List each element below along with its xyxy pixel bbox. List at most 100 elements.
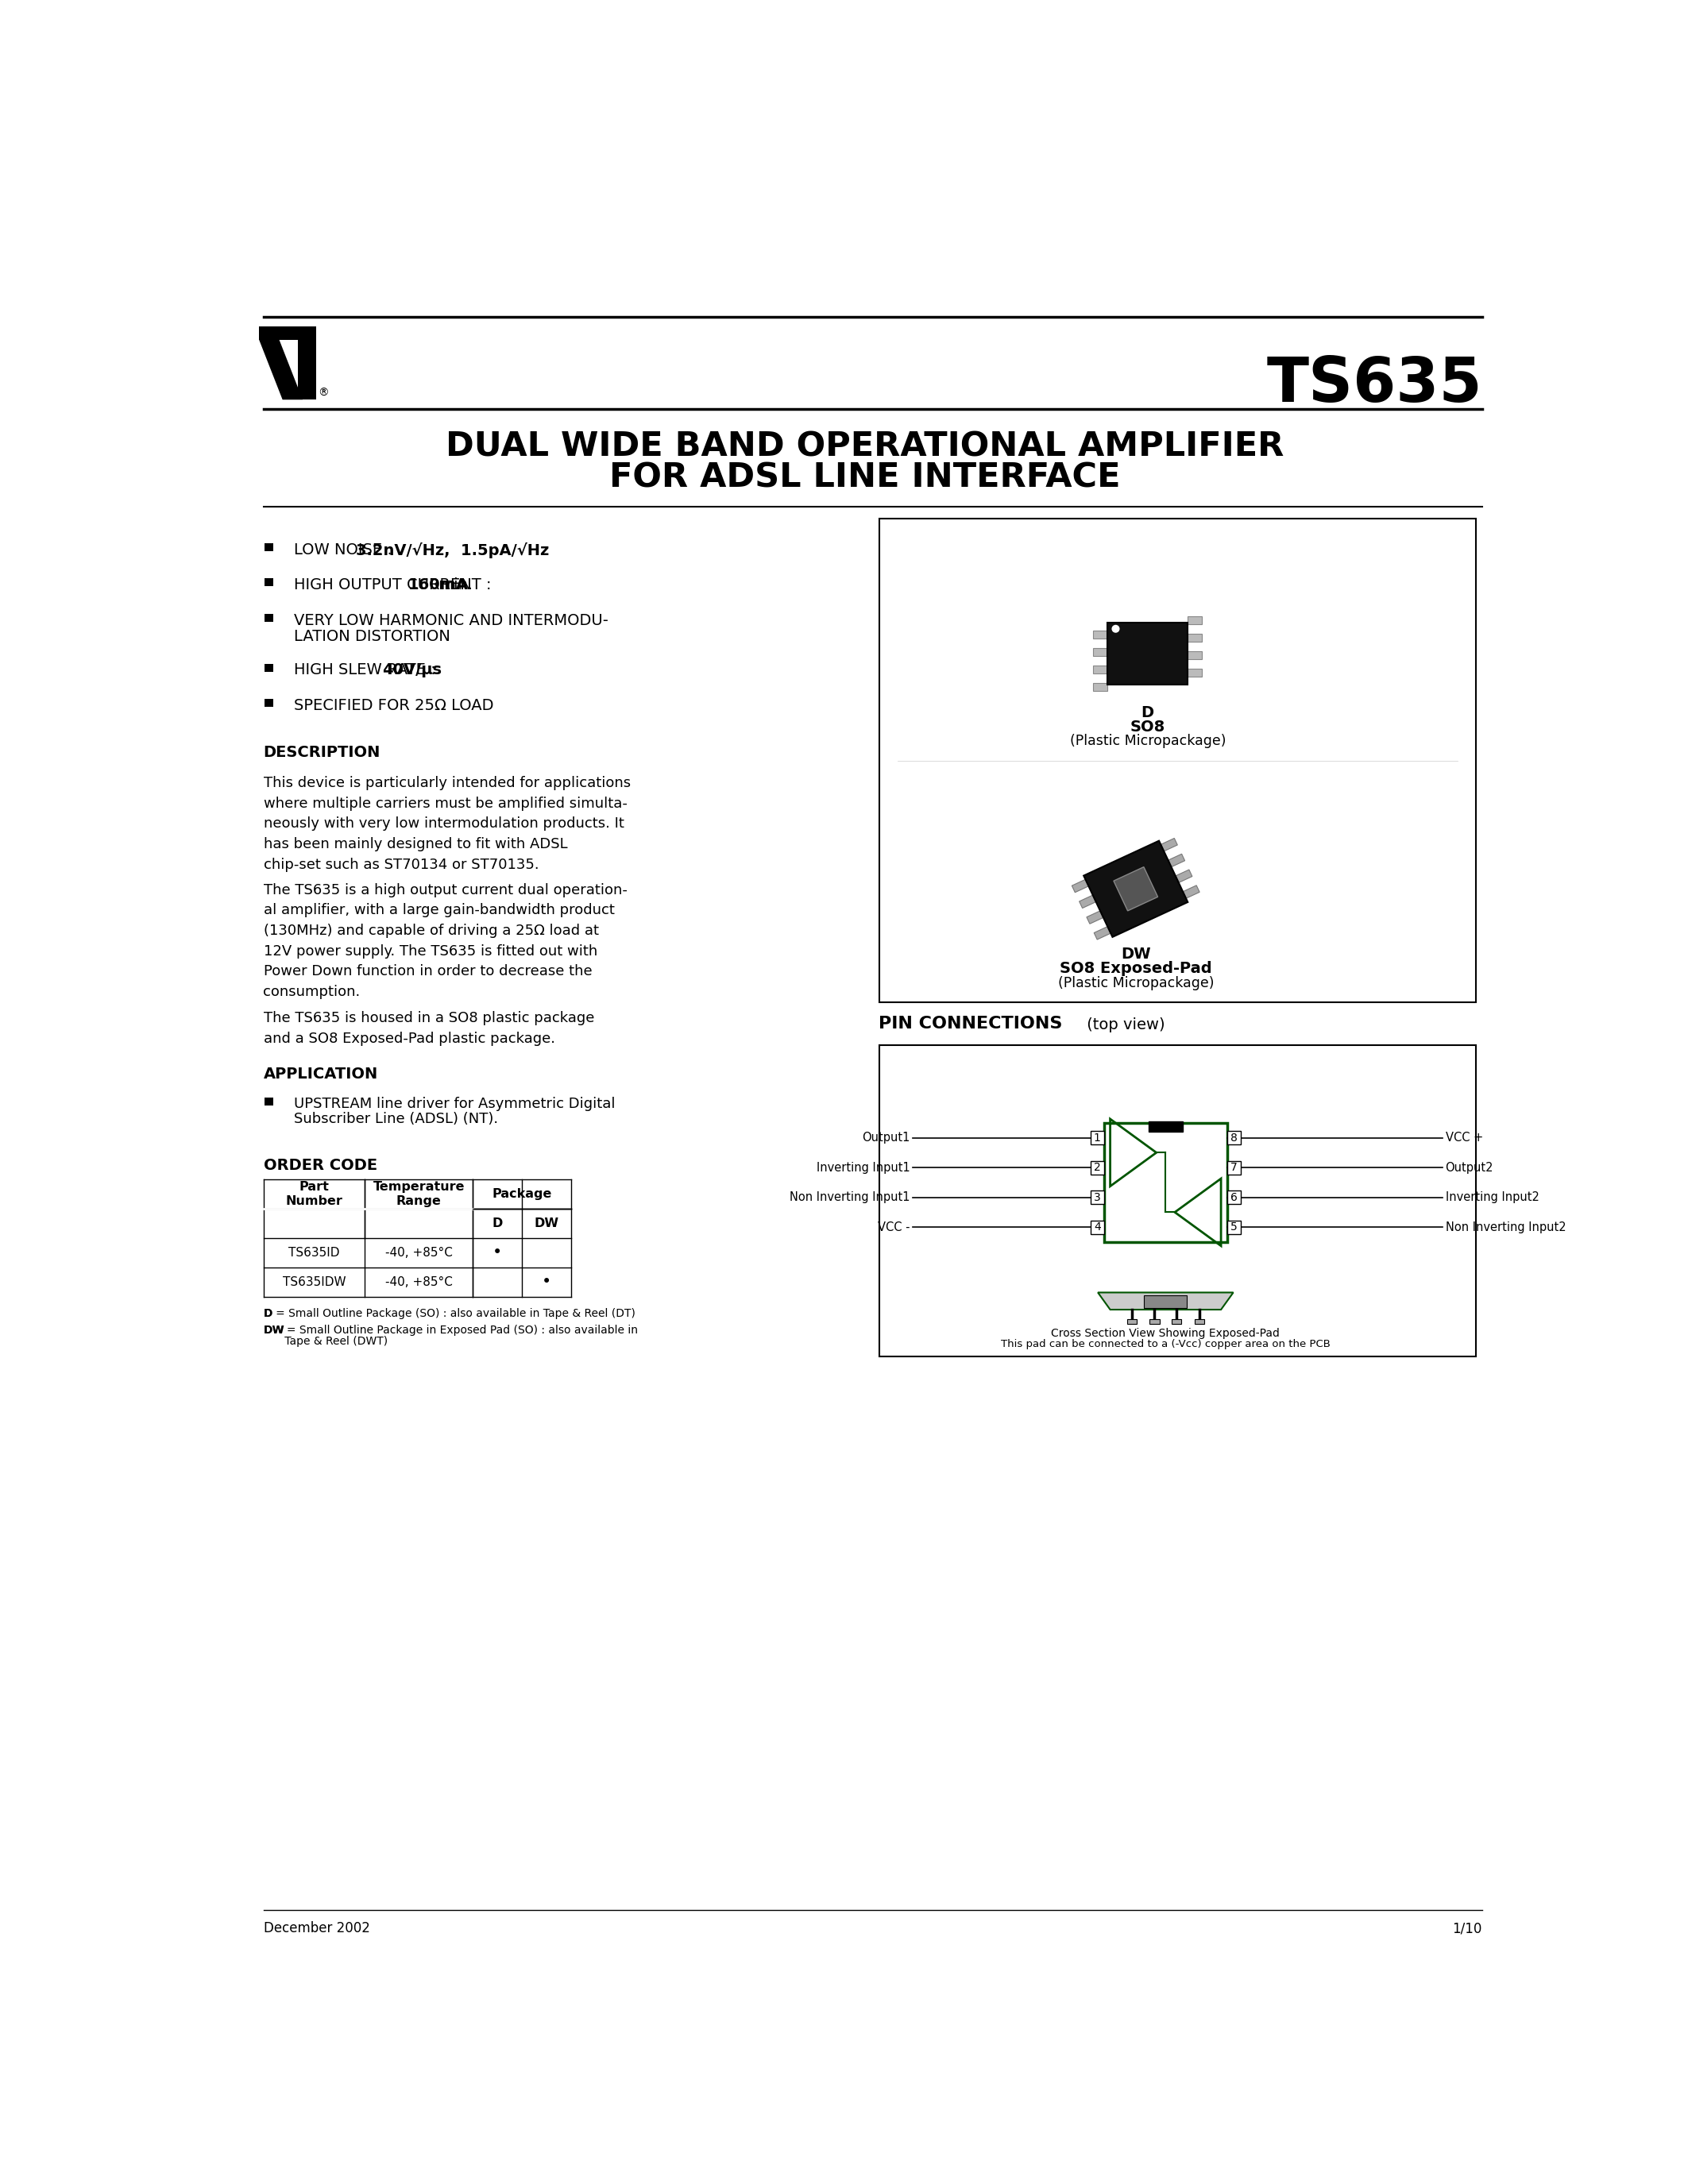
Bar <box>1144 1295 1187 1308</box>
Text: Inverting Input2: Inverting Input2 <box>1445 1190 1539 1203</box>
Text: ORDER CODE: ORDER CODE <box>263 1158 376 1173</box>
Bar <box>1090 1221 1104 1234</box>
Text: 3.2nV/√Hz,  1.5pA/√Hz: 3.2nV/√Hz, 1.5pA/√Hz <box>356 542 549 559</box>
Bar <box>1094 649 1107 655</box>
Text: Subscriber Line (ADSL) (NT).: Subscriber Line (ADSL) (NT). <box>294 1112 498 1125</box>
Polygon shape <box>1183 885 1200 898</box>
Text: Output2: Output2 <box>1445 1162 1494 1173</box>
Text: LATION DISTORTION: LATION DISTORTION <box>294 629 451 644</box>
Polygon shape <box>1161 839 1178 852</box>
Bar <box>1094 666 1107 673</box>
Text: Inverting Input1: Inverting Input1 <box>817 1162 910 1173</box>
Text: min.: min. <box>434 577 473 592</box>
Text: Tape & Reel (DWT): Tape & Reel (DWT) <box>263 1337 387 1348</box>
Bar <box>879 520 1475 1002</box>
Bar <box>265 1099 273 1105</box>
Bar <box>299 341 316 400</box>
Text: D: D <box>1141 705 1155 721</box>
Text: 160mA: 160mA <box>408 577 468 592</box>
Text: DESCRIPTION: DESCRIPTION <box>263 745 380 760</box>
Text: (top view): (top view) <box>1082 1018 1165 1033</box>
Text: DW = Small Outline Package in Exposed Pad (SO) : also available in: DW = Small Outline Package in Exposed Pa… <box>263 1326 638 1337</box>
Text: D = Small Outline Package (SO) : also available in Tape & Reel (DT): D = Small Outline Package (SO) : also av… <box>263 1308 635 1319</box>
Polygon shape <box>1094 926 1111 939</box>
Text: 7: 7 <box>1231 1162 1237 1173</box>
Text: Package: Package <box>491 1188 552 1199</box>
Polygon shape <box>1079 895 1096 909</box>
Text: TS635IDW: TS635IDW <box>282 1275 346 1289</box>
Text: FOR ADSL LINE INTERFACE: FOR ADSL LINE INTERFACE <box>609 461 1121 494</box>
Bar <box>258 325 316 341</box>
Text: This device is particularly intended for applications
where multiple carriers mu: This device is particularly intended for… <box>263 775 630 871</box>
Text: TS635: TS635 <box>1266 354 1482 415</box>
Bar <box>1094 631 1107 638</box>
Text: Temperature
Range: Temperature Range <box>373 1182 464 1208</box>
Bar <box>1094 684 1107 690</box>
Text: 40V/μs: 40V/μs <box>381 662 442 677</box>
Text: Non Inverting Input1: Non Inverting Input1 <box>790 1190 910 1203</box>
Text: 8: 8 <box>1231 1131 1237 1142</box>
Text: (Plastic Micropackage): (Plastic Micropackage) <box>1058 976 1214 989</box>
Text: Cross Section View Showing Exposed-Pad: Cross Section View Showing Exposed-Pad <box>1052 1328 1280 1339</box>
Text: 5: 5 <box>1231 1221 1237 1232</box>
Text: 3: 3 <box>1094 1192 1101 1203</box>
Bar <box>265 664 273 670</box>
Bar <box>1090 1160 1104 1175</box>
Polygon shape <box>1168 854 1185 867</box>
Bar <box>1188 668 1202 677</box>
Text: 6: 6 <box>1231 1192 1237 1203</box>
Bar <box>1107 622 1188 684</box>
Bar <box>1188 633 1202 642</box>
Bar <box>1227 1160 1241 1175</box>
Text: Non Inverting Input2: Non Inverting Input2 <box>1445 1221 1566 1234</box>
Bar <box>1128 1319 1136 1324</box>
Text: APPLICATION: APPLICATION <box>263 1066 378 1081</box>
Bar <box>1171 1319 1182 1324</box>
Text: Output1: Output1 <box>863 1131 910 1144</box>
Bar <box>1195 1319 1204 1324</box>
Text: LOW NOISE :: LOW NOISE : <box>294 542 397 557</box>
Text: +: + <box>1119 1160 1131 1173</box>
Bar <box>1188 616 1202 625</box>
Text: DW: DW <box>263 1326 285 1337</box>
Bar <box>1188 651 1202 660</box>
Polygon shape <box>1097 1293 1234 1310</box>
Polygon shape <box>258 341 302 400</box>
Polygon shape <box>1175 869 1192 882</box>
Bar <box>1090 1131 1104 1144</box>
Text: ®: ® <box>317 387 327 397</box>
Text: •: • <box>542 1273 552 1291</box>
Text: 2: 2 <box>1094 1162 1101 1173</box>
Bar <box>1148 1123 1183 1131</box>
Text: TS635ID: TS635ID <box>289 1247 339 1258</box>
Polygon shape <box>1072 880 1089 893</box>
Text: VERY LOW HARMONIC AND INTERMODU-: VERY LOW HARMONIC AND INTERMODU- <box>294 614 609 629</box>
Text: This pad can be connected to a (-Vcc) copper area on the PCB: This pad can be connected to a (-Vcc) co… <box>1001 1339 1330 1350</box>
Text: The TS635 is housed in a SO8 plastic package
and a SO8 Exposed-Pad plastic packa: The TS635 is housed in a SO8 plastic pac… <box>263 1011 594 1046</box>
Bar <box>265 544 273 550</box>
Text: December 2002: December 2002 <box>263 1922 370 1935</box>
Text: DW: DW <box>533 1216 559 1230</box>
Text: PIN CONNECTIONS: PIN CONNECTIONS <box>879 1016 1063 1031</box>
Text: -40, +85°C: -40, +85°C <box>385 1247 452 1258</box>
Polygon shape <box>1114 867 1158 911</box>
Bar <box>265 579 273 587</box>
Bar <box>265 699 273 708</box>
Text: Part
Number: Part Number <box>285 1182 343 1208</box>
Text: UPSTREAM line driver for Asymmetric Digital: UPSTREAM line driver for Asymmetric Digi… <box>294 1096 616 1112</box>
Text: SPECIFIED FOR 25Ω LOAD: SPECIFIED FOR 25Ω LOAD <box>294 699 495 714</box>
Bar <box>1104 1123 1227 1243</box>
Text: •: • <box>493 1245 501 1260</box>
Text: DW: DW <box>1121 948 1151 963</box>
Text: 1: 1 <box>1094 1131 1101 1142</box>
Bar <box>879 1044 1475 1356</box>
Bar <box>1227 1190 1241 1203</box>
Text: +: + <box>1200 1219 1212 1232</box>
Text: HIGH OUTPUT CURRENT :: HIGH OUTPUT CURRENT : <box>294 577 496 592</box>
Bar <box>1150 1319 1160 1324</box>
Polygon shape <box>1084 841 1188 937</box>
Text: -: - <box>1205 1192 1212 1206</box>
Bar <box>1090 1190 1104 1203</box>
Bar <box>1227 1221 1241 1234</box>
Text: 1/10: 1/10 <box>1453 1922 1482 1935</box>
